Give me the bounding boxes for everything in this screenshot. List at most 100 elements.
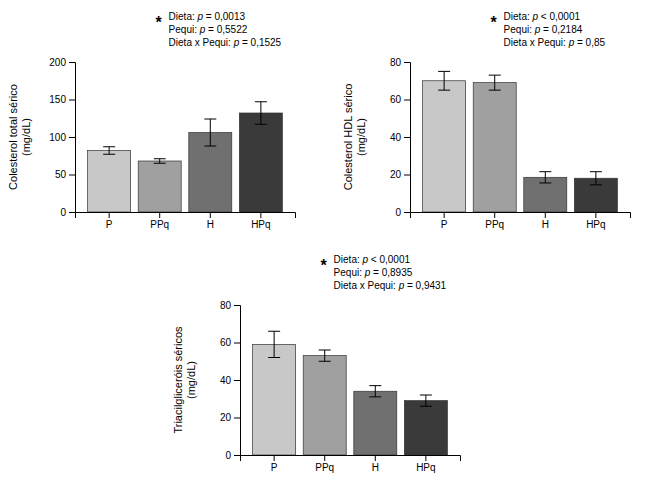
y-axis: 0 20 40 60 80 (220, 300, 241, 461)
annotation-text: Pequi: (169, 24, 200, 35)
bar (138, 161, 181, 212)
y-tick: 200 (49, 57, 75, 68)
panel: 020406080PPPqHHPqColesterol HDL sérico(m… (342, 11, 631, 230)
annotation-marker: * (155, 14, 162, 31)
y-axis-label: Colesterol total sérico(mg/dL) (7, 84, 32, 190)
error-bar (255, 102, 267, 125)
annotation-text: = 0,85 (574, 37, 605, 48)
bar (239, 113, 282, 212)
x-tick-label: PPq (315, 462, 334, 473)
marks (88, 102, 283, 212)
annotation-line: Pequi: p = 0,5522 (169, 24, 248, 35)
error-bar (590, 172, 602, 185)
x-tick-label: H (542, 219, 549, 230)
y-tick-mark (404, 137, 410, 138)
y-tick-label: 60 (220, 337, 232, 348)
bar (303, 356, 346, 455)
x-tick: P (441, 212, 448, 230)
x-tick: H (542, 212, 549, 230)
annotation-text: Dieta: (504, 11, 533, 22)
annotation-text: < 0,0001 (538, 11, 580, 22)
annotation-text: = 0,2184 (540, 24, 582, 35)
y-tick-mark (69, 175, 75, 176)
y-tick-mark (234, 418, 240, 419)
bar (473, 83, 516, 212)
axis-line (234, 306, 241, 456)
x-tick: PPq (485, 212, 504, 230)
marks (253, 331, 448, 455)
axis-line (241, 456, 461, 462)
annotation-line: Pequi: p = 0,8935 (334, 267, 413, 278)
y-tick: 0 (225, 450, 240, 461)
annotation-text: Pequi: (504, 24, 535, 35)
panel: 020406080PPPqHHPqTriacilgliceróis sérico… (172, 254, 461, 473)
annotation-text: Dieta: (334, 254, 363, 265)
y-axis-label-line: (mg/dL) (185, 361, 197, 399)
y-tick: 60 (390, 94, 410, 105)
x-tick-mark (494, 212, 495, 218)
annotation-text: < 0,0001 (368, 254, 410, 265)
x-tick: P (106, 212, 113, 230)
annotation-line: Dieta: p = 0,0013 (169, 11, 246, 22)
y-tick: 0 (60, 207, 75, 218)
annotation: *Dieta: p < 0,0001Pequi: p = 0,2184Dieta… (490, 11, 605, 48)
x-tick: HPq (416, 455, 435, 473)
y-tick-label: 80 (390, 57, 402, 68)
y-axis-label-line: Colesterol HDL sérico (342, 84, 354, 191)
x-tick-label: HPq (586, 219, 605, 230)
y-axis-label-line: (mg/dL) (20, 118, 32, 156)
error-bar (539, 172, 551, 183)
y-tick-label: 20 (220, 412, 232, 423)
y-tick-mark (404, 212, 410, 213)
y-tick: 50 (55, 169, 75, 180)
y-tick-label: 150 (49, 94, 66, 105)
y-axis: 020406080 (390, 57, 411, 218)
annotation-marker: * (320, 257, 327, 274)
error-bar (103, 147, 115, 155)
annotation: *Dieta: p = 0,0013Pequi: p = 0,5522Dieta… (155, 11, 281, 48)
y-tick: 60 (220, 337, 240, 348)
x-tick-mark (444, 212, 445, 218)
x-tick: HPq (586, 212, 605, 230)
error-bar (319, 350, 331, 361)
x-tick-mark (545, 212, 546, 218)
error-bar (204, 119, 216, 146)
y-tick-label: 50 (55, 169, 67, 180)
y-tick-mark (404, 100, 410, 101)
x-tick-label: HPq (251, 219, 270, 230)
y-tick-mark (69, 212, 75, 213)
annotation-text: = 0,1525 (239, 37, 281, 48)
chart-container: 050100150200PPPqHHPqColesterol total sér… (0, 0, 670, 500)
y-tick-label: 200 (49, 57, 66, 68)
y-tick-mark (69, 137, 75, 138)
y-tick: 80 (220, 300, 240, 311)
y-tick-label: 0 (225, 450, 231, 461)
y-tick-label: 0 (60, 207, 66, 218)
y-tick: 40 (390, 132, 410, 143)
x-tick-mark (109, 212, 110, 218)
y-tick-label: 40 (220, 375, 232, 386)
y-tick-mark (234, 305, 240, 306)
y-tick-label: 20 (390, 169, 402, 180)
x-tick-label: HPq (416, 462, 435, 473)
annotation-line: Pequi: p = 0,2184 (504, 24, 583, 35)
annotation-text: = 0,8935 (370, 267, 412, 278)
axis-line (404, 63, 411, 213)
annotation-text: Dieta x Pequi: (504, 37, 569, 48)
y-tick-label: 40 (390, 132, 402, 143)
annotation-marker: * (490, 14, 497, 31)
y-axis-label-line: (mg/dL) (355, 118, 367, 156)
x-tick-label: P (106, 219, 113, 230)
x-tick: H (372, 455, 379, 473)
bar (354, 391, 397, 455)
x-axis: PPPqHHPq (241, 455, 461, 473)
y-tick-mark (69, 100, 75, 101)
y-tick: 20 (390, 169, 410, 180)
y-tick: 20 (220, 412, 240, 423)
annotation-text: = 0,0013 (203, 11, 245, 22)
y-tick: 80 (390, 57, 410, 68)
y-tick-mark (69, 62, 75, 63)
bar (404, 401, 447, 455)
bar (253, 344, 296, 455)
x-tick: PPq (315, 455, 334, 473)
